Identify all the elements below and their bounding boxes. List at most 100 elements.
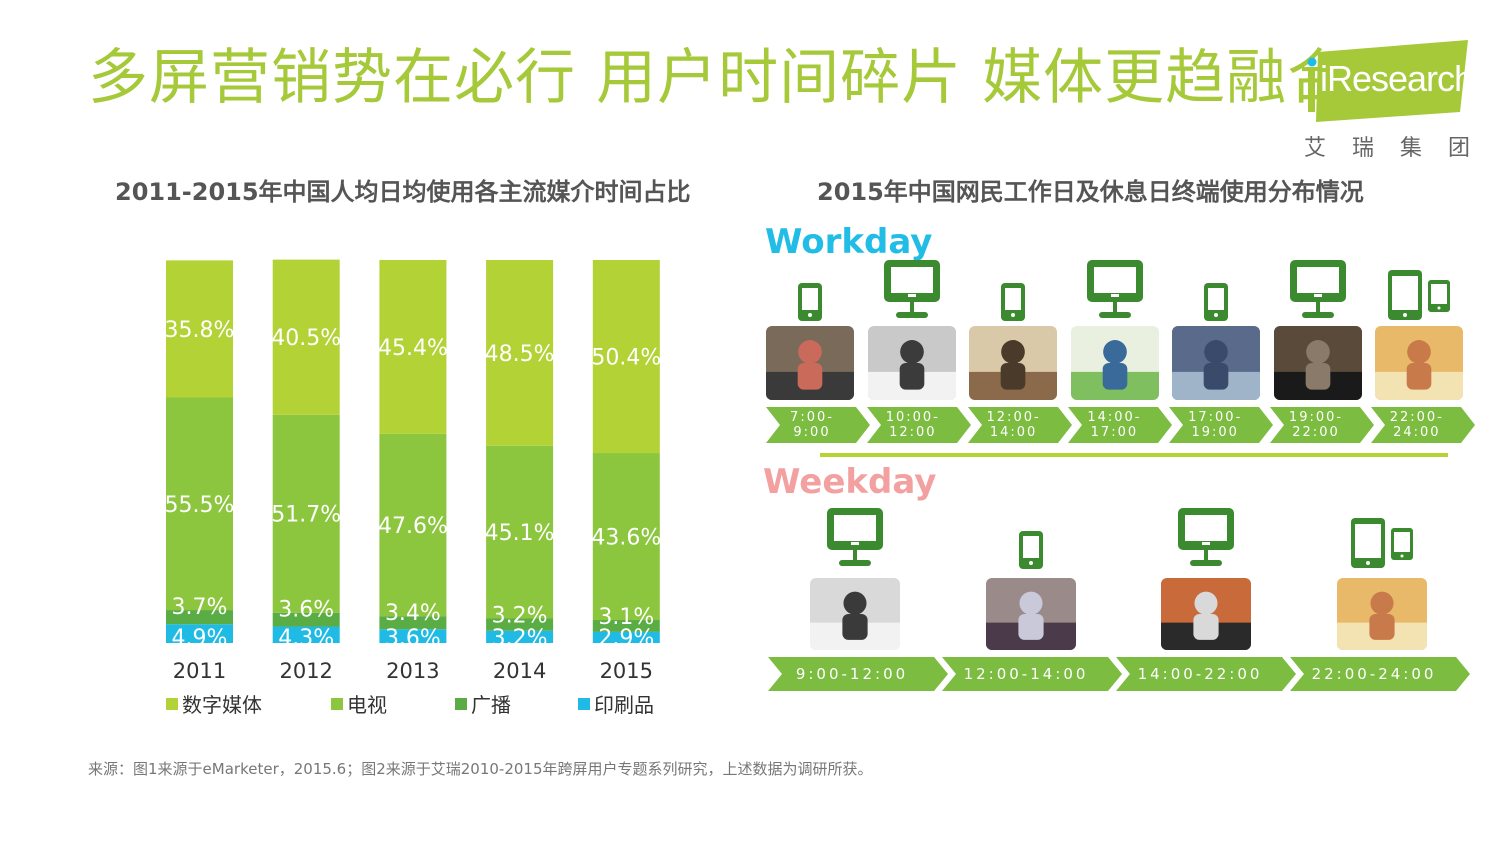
activity-photo	[867, 326, 956, 400]
phone-icon	[797, 282, 823, 326]
time-range-text: 19:00	[1191, 425, 1239, 440]
time-range-arrow: 19:00- 22:00	[1270, 407, 1374, 443]
source-note: 来源：图1来源于eMarketer，2015.6；图2来源于艾瑞2010-201…	[88, 760, 873, 778]
workday-label: Workday	[765, 222, 933, 262]
data-label: 4.3%	[278, 626, 334, 651]
time-range-text: 12:00-14:00	[963, 664, 1089, 683]
time-range-arrow: 14:00-22:00	[1116, 657, 1296, 691]
bar-segment	[486, 260, 554, 446]
tablet-phone-icon	[1350, 516, 1414, 574]
x-tick-label: 2013	[386, 659, 439, 683]
time-range-label: 9:00-12:00	[768, 657, 936, 691]
monitor-icon	[1085, 258, 1145, 326]
bar-segment	[379, 616, 447, 630]
legend-swatch	[331, 698, 343, 710]
data-label: 50.4%	[591, 346, 661, 371]
bar-segment	[272, 414, 340, 613]
legend-label: 广播	[471, 693, 511, 717]
data-label: 3.4%	[385, 601, 441, 626]
time-range-arrow: 14:00- 17:00	[1068, 407, 1173, 443]
time-range-arrow: 22:00-24:00	[1290, 657, 1470, 691]
data-label: 3.1%	[598, 605, 654, 630]
logo-text: iResearch	[1320, 58, 1474, 99]
iresearch-logo	[1307, 40, 1468, 122]
activity-photo	[1070, 326, 1159, 400]
data-label: 3.2%	[492, 603, 548, 628]
data-label: 2.9%	[598, 626, 654, 651]
time-range-text: 14:00-	[1087, 410, 1142, 425]
activity-photo	[1336, 578, 1427, 650]
phone-icon	[1203, 282, 1229, 326]
time-range-text: 9:00	[793, 425, 831, 440]
bar-segment	[166, 624, 233, 643]
legend-swatch	[166, 698, 178, 710]
data-label: 51.7%	[271, 503, 341, 528]
x-tick-label: 2011	[173, 659, 226, 683]
data-label: 47.6%	[378, 514, 448, 539]
phone-icon	[1000, 282, 1026, 326]
time-range-label: 17:00- 19:00	[1169, 407, 1261, 443]
time-range-label: 10:00- 12:00	[867, 407, 959, 443]
logo-sub-char: 艾	[1304, 136, 1327, 161]
activity-photo	[985, 578, 1076, 650]
bar-segment	[272, 259, 340, 415]
data-label: 43.6%	[591, 526, 661, 551]
logo-sub-char: 团	[1447, 136, 1470, 161]
time-range-text: 12:00	[889, 425, 937, 440]
logo-subtitle: 艾 瑞 集 团	[1304, 130, 1470, 162]
monitor-icon	[1288, 258, 1348, 326]
x-tick-label: 2014	[493, 659, 546, 683]
data-label: 3.6%	[385, 626, 441, 651]
bar-segment	[166, 397, 233, 611]
activity-photo	[1273, 326, 1362, 400]
stacked-bar-chart: 35.8% 55.5% 3.7% 4.9% 2011 40.5% 51.7% 3.6% 4.3%…	[165, 259, 661, 717]
time-range-text: 22:00	[1292, 425, 1340, 440]
monitor-icon	[825, 506, 885, 574]
time-range-text: 14:00-22:00	[1137, 664, 1263, 683]
bar-segment	[379, 260, 447, 434]
time-range-text: 12:00-	[986, 410, 1041, 425]
activity-photo	[969, 326, 1057, 400]
data-label: 48.5%	[485, 342, 555, 367]
bar-segment	[592, 453, 660, 621]
bar-segment	[486, 445, 554, 619]
data-label: 3.6%	[278, 598, 334, 623]
time-range-text: 17:00	[1090, 425, 1139, 440]
activity-photo	[810, 578, 900, 650]
data-label: 3.7%	[172, 595, 228, 620]
time-range-arrow: 9:00-12:00	[768, 657, 948, 691]
page-title: 多屏营销势在必行 用户时间碎片 媒体更趋融合	[88, 43, 1349, 113]
time-range-arrow: 12:00-14:00	[942, 657, 1122, 691]
time-range-label: 7:00- 9:00	[766, 407, 858, 443]
time-range-arrow: 22:00-24:00	[1370, 407, 1475, 443]
time-range-text: 17:00-	[1188, 410, 1243, 425]
monitor-icon	[882, 258, 942, 326]
bar-segment	[592, 631, 660, 643]
data-label: 3.2%	[492, 626, 548, 651]
monitor-icon	[1176, 506, 1236, 574]
time-range-label: 22:00-24:00	[1371, 407, 1463, 443]
data-label: 40.5%	[271, 326, 341, 351]
data-label: 35.8%	[165, 318, 235, 343]
data-label: 45.1%	[485, 521, 555, 546]
time-range-arrow: 17:00- 19:00	[1169, 407, 1274, 443]
bar-segment	[379, 433, 447, 617]
time-range-text: 22:00-24:00	[1311, 664, 1437, 683]
x-tick-label: 2015	[600, 659, 653, 683]
time-range-text: 14:00	[989, 425, 1038, 440]
time-range-arrow: 7:00- 9:00	[766, 407, 870, 443]
time-range-arrow: 10:00- 12:00	[866, 407, 971, 443]
time-range-text: 7:00-	[790, 410, 834, 425]
logo-sub-char: 集	[1399, 136, 1422, 161]
weekday-label: Weekday	[763, 462, 937, 502]
time-range-label: 12:00-14:00	[968, 407, 1060, 443]
bar-segment	[486, 630, 554, 643]
phone-icon	[1018, 530, 1044, 574]
legend-label: 印刷品	[594, 693, 654, 717]
data-label: 45.4%	[378, 336, 448, 361]
bar-segment	[166, 260, 233, 398]
bar-segment	[166, 610, 233, 625]
x-tick-label: 2012	[279, 659, 332, 683]
left-chart-title: 2011-2015年中国人均日均使用各主流媒介时间占比	[115, 178, 691, 206]
activity-photo	[1161, 578, 1251, 650]
